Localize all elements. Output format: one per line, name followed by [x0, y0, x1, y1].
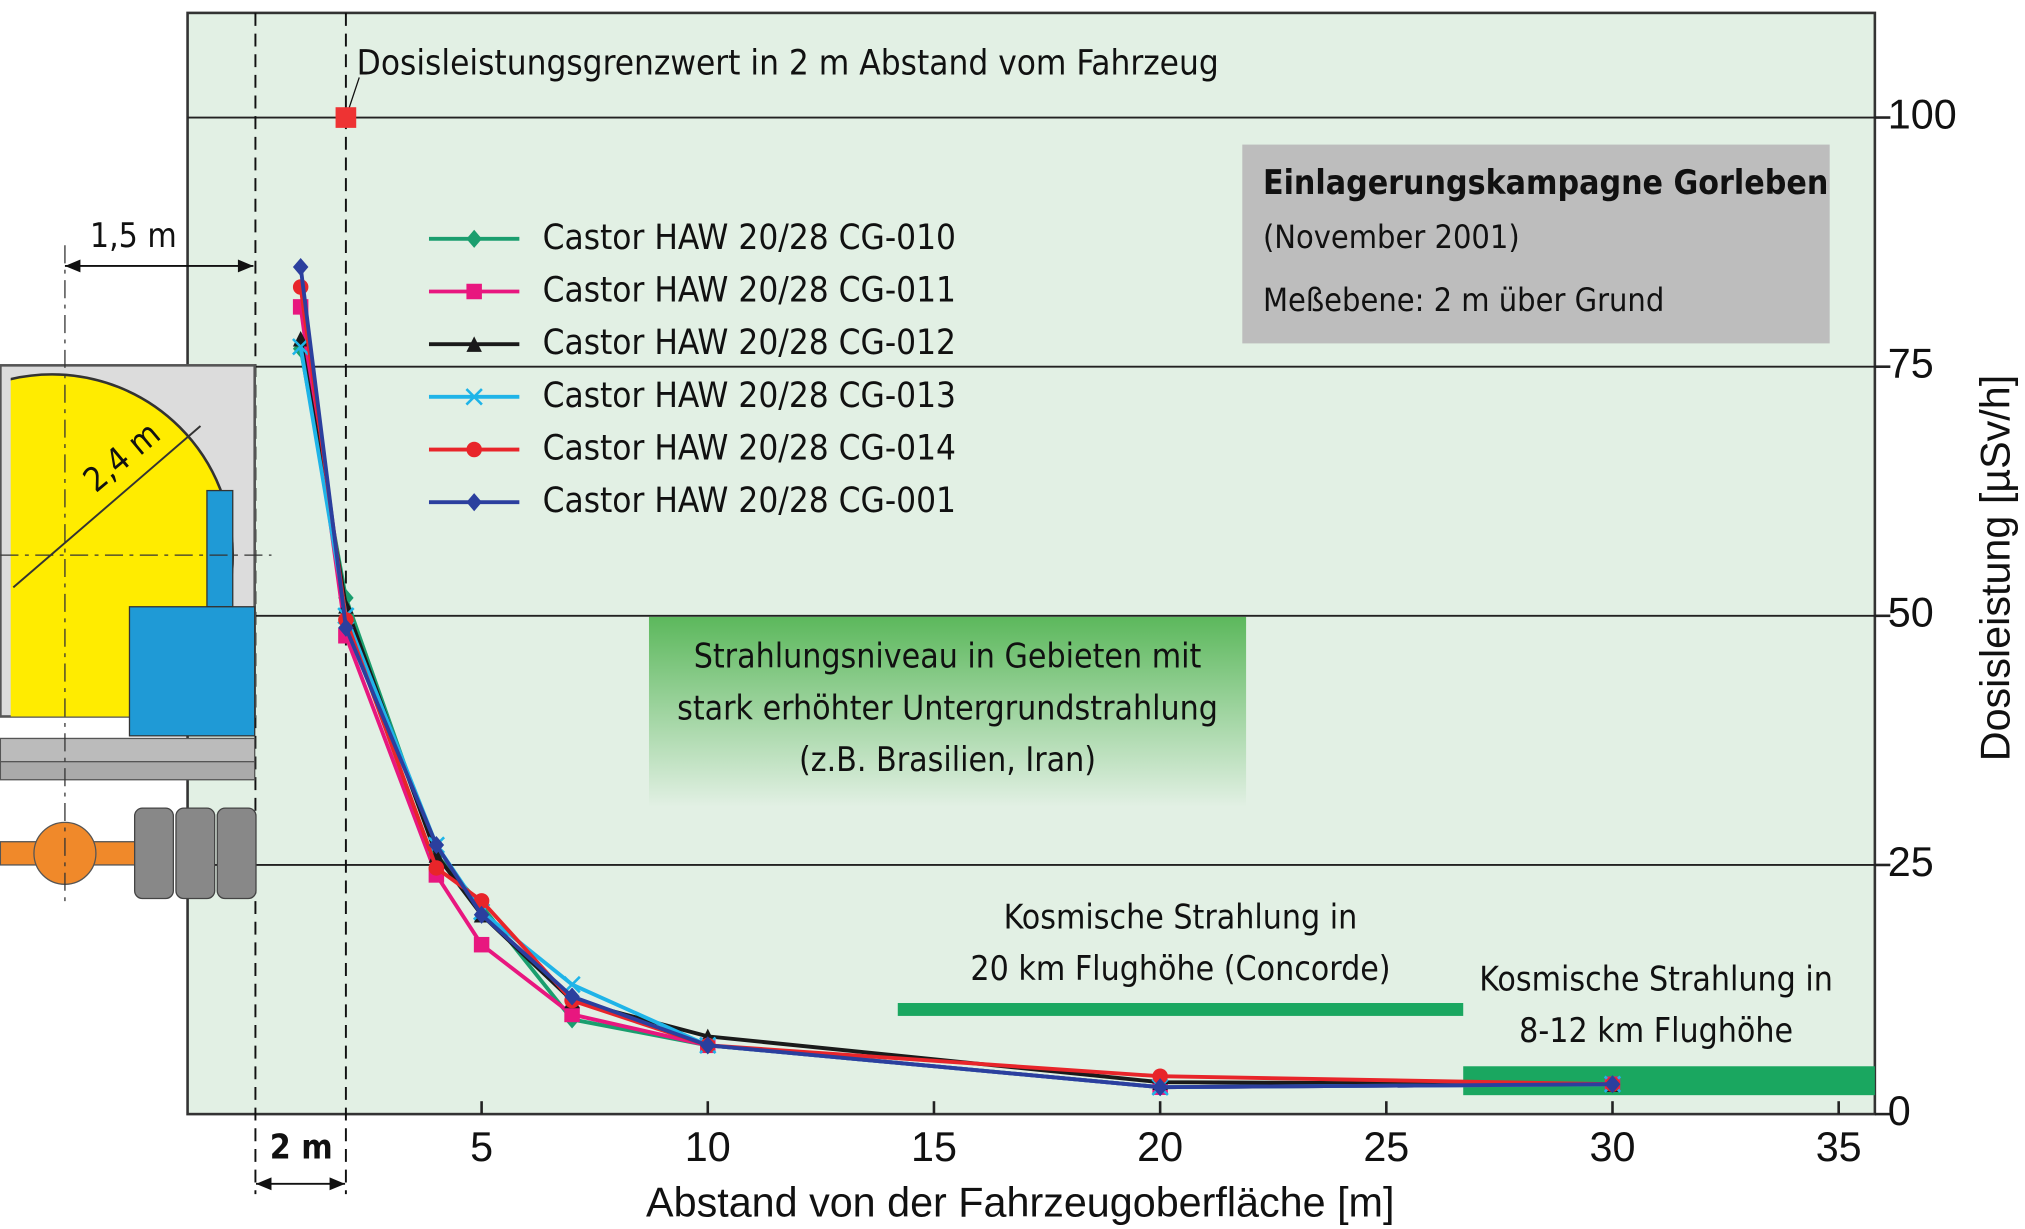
- band-label: (z.B. Brasilien, Iran): [799, 740, 1096, 779]
- wheel: [135, 808, 174, 898]
- info-text: Meßebene: 2 m über Grund: [1263, 281, 1664, 319]
- y-tick-label: 25: [1888, 839, 1934, 885]
- x-tick-label: 35: [1816, 1124, 1862, 1170]
- x-tick-label: 5: [470, 1124, 493, 1170]
- legend-label: Castor HAW 20/28 CG-014: [543, 429, 956, 469]
- limit-marker: [336, 107, 357, 128]
- chart: 2,4 m 1,5 m 2 m Einlagerungskampagne Gor…: [0, 0, 2025, 1229]
- cask-support: [207, 491, 233, 607]
- radiation-band: [1463, 1066, 1875, 1095]
- y-tick-label: 0: [1888, 1088, 1911, 1134]
- x-tick-label: 15: [911, 1124, 957, 1170]
- vehicle-frame: [0, 762, 254, 780]
- band-label: Strahlungsniveau in Gebieten mit: [694, 637, 1202, 676]
- marker: [474, 937, 489, 952]
- vehicle-frame: [0, 738, 254, 761]
- band-label: Kosmische Strahlung in: [1479, 960, 1833, 999]
- marker: [466, 284, 481, 299]
- x-tick-label: 10: [685, 1124, 731, 1170]
- x-tick-label: 20: [1137, 1124, 1183, 1170]
- band-label: stark erhöhter Untergrundstrahlung: [677, 688, 1218, 727]
- legend-label: Castor HAW 20/28 CG-001: [543, 481, 956, 521]
- page: 2,4 m 1,5 m 2 m Einlagerungskampagne Gor…: [0, 0, 2025, 1229]
- band-label: Kosmische Strahlung in: [1004, 898, 1358, 937]
- y-axis-label: Dosisleistung [µSv/h]: [1973, 375, 2019, 761]
- info-text: (November 2001): [1263, 218, 1520, 256]
- band-label: 20 km Flughöhe (Concorde): [970, 949, 1390, 988]
- y-tick-label: 100: [1888, 91, 1957, 137]
- radiation-band: [898, 1003, 1463, 1016]
- wheel: [217, 808, 256, 898]
- y-tick-label: 50: [1888, 590, 1934, 636]
- limit-label: Dosisleistungsgrenzwert in 2 m Abstand v…: [357, 44, 1219, 84]
- legend-label: Castor HAW 20/28 CG-011: [543, 271, 956, 311]
- info-title: Einlagerungskampagne Gorleben: [1263, 163, 1828, 202]
- y-tick-label: 75: [1888, 341, 1934, 387]
- legend-label: Castor HAW 20/28 CG-012: [543, 323, 956, 363]
- band-label: 8-12 km Flughöhe: [1519, 1011, 1793, 1050]
- x-axis-label: Abstand von der Fahrzeugoberfläche [m]: [646, 1180, 1394, 1226]
- x-tick-label: 30: [1590, 1124, 1636, 1170]
- dimension-label: 1,5 m: [90, 216, 177, 255]
- legend-label: Castor HAW 20/28 CG-010: [543, 218, 956, 258]
- marker: [429, 860, 444, 875]
- cask-support: [129, 607, 254, 736]
- legend-label: Castor HAW 20/28 CG-013: [543, 376, 956, 416]
- wheel: [176, 808, 215, 898]
- marker: [564, 1007, 579, 1022]
- x-tick-label: 25: [1363, 1124, 1409, 1170]
- marker: [466, 442, 481, 457]
- dimension-label: 2 m: [270, 1127, 333, 1166]
